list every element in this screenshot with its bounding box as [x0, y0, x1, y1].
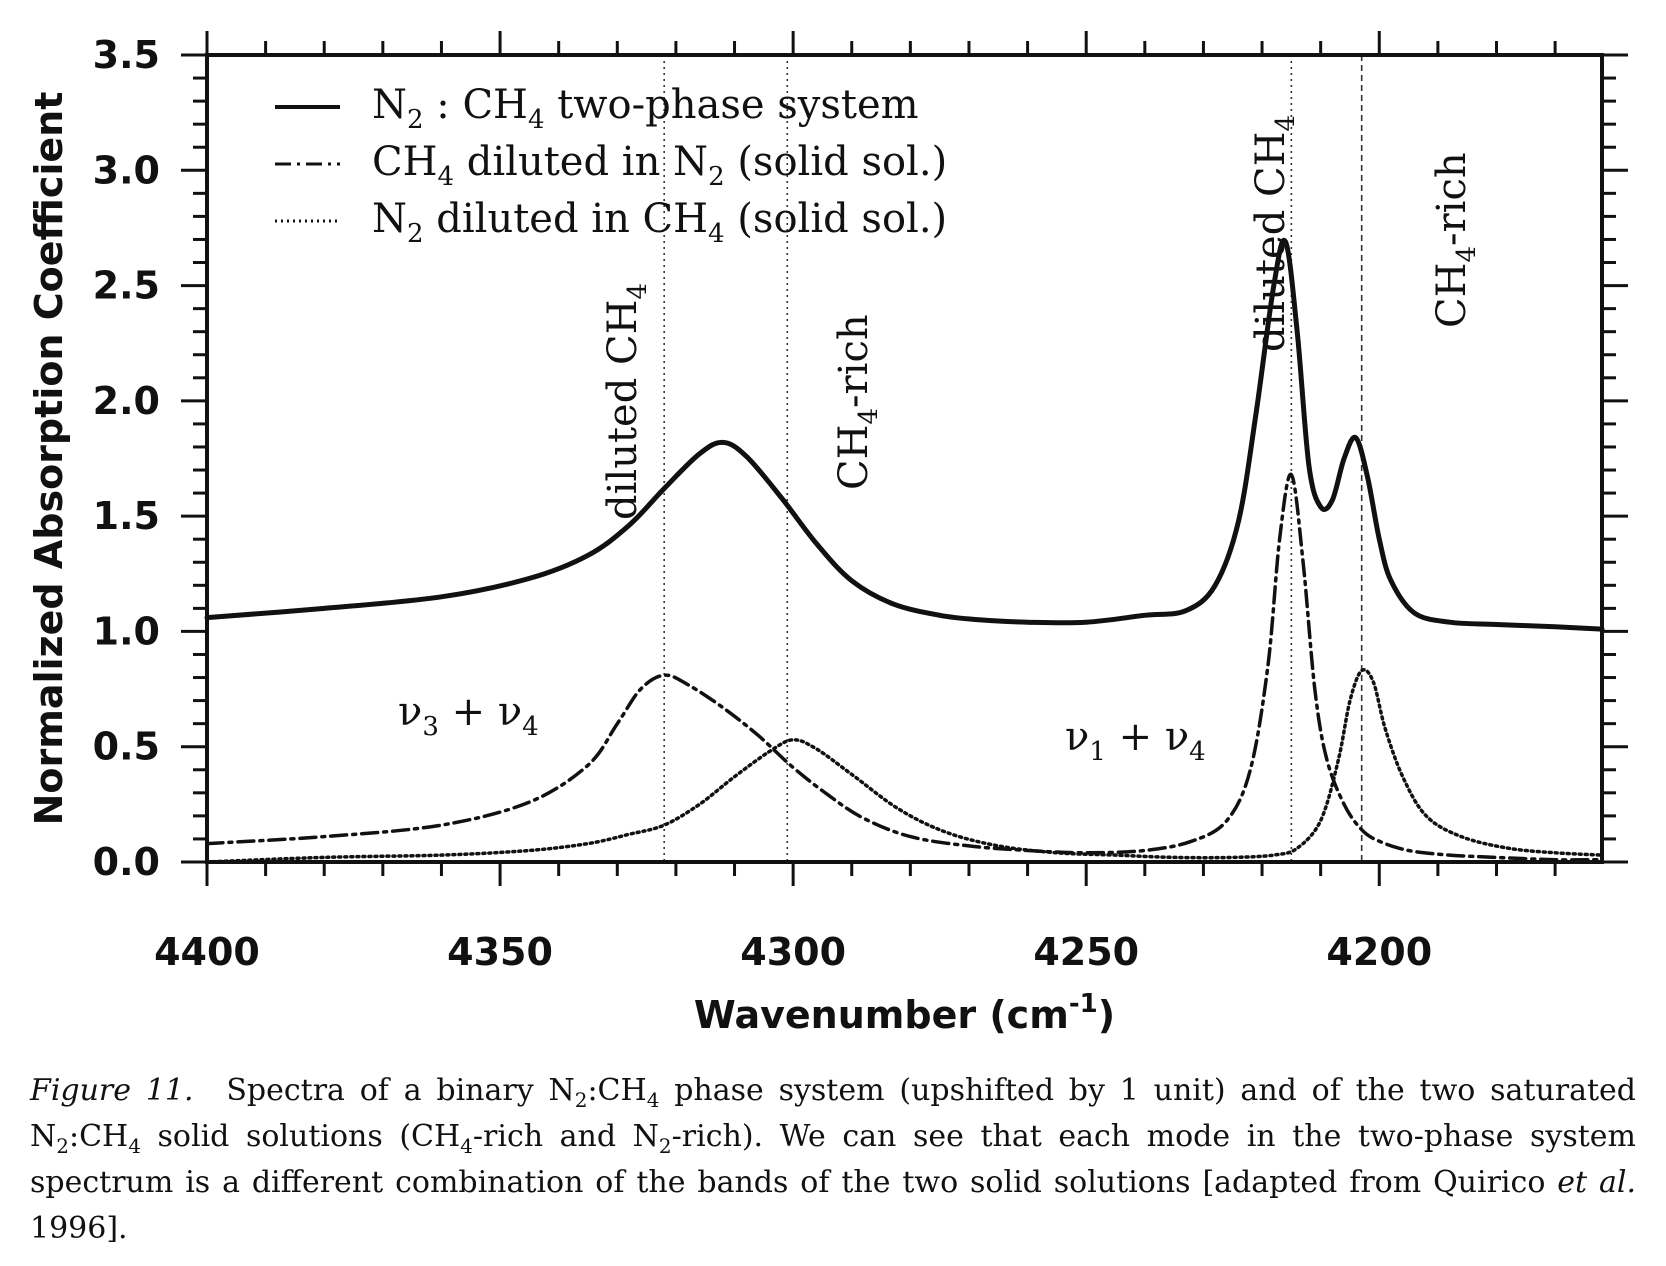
y-axis-title: Normalized Absorption Coefficient — [27, 92, 71, 826]
y-tick-label: 3.0 — [93, 148, 160, 192]
annotation-nu1-nu4: ν1 + ν4 — [1065, 714, 1206, 767]
caption-text: Spectra of a binary N — [226, 1073, 575, 1108]
legend-label-two-phase: N2 : CH4 two-phase system — [372, 82, 919, 135]
y-tick-label: 2.5 — [93, 264, 160, 308]
caption-text: phase system (upshifted by 1 unit) and o… — [30, 1073, 1637, 1154]
caption-sub: 4 — [128, 1134, 141, 1158]
caption-italic: et al. — [1557, 1165, 1636, 1200]
y-tick-label: 2.0 — [93, 379, 160, 423]
y-tick-label: 1.5 — [93, 494, 160, 538]
tick-labels: 4400 4350 4300 4250 4200 0.0 0.5 1.0 1.5 2.0 2.5 3.… — [93, 33, 1432, 974]
y-tick-label: 3.5 — [93, 33, 160, 77]
caption-text: :CH — [68, 1119, 129, 1154]
series-line-solid — [204, 237, 1605, 632]
x-tick-label: 4300 — [740, 930, 846, 974]
annotation-ch4-rich-left: CH4-rich — [831, 314, 884, 490]
x-tick-label: 4200 — [1326, 930, 1432, 974]
x-tick-label: 4400 — [154, 930, 260, 974]
plot-frame — [205, 53, 1604, 864]
series-line-dotted — [205, 668, 1604, 864]
caption-text: 1996]. — [30, 1211, 128, 1246]
legend: N2 : CH4 two-phase system CH4 diluted in… — [275, 82, 947, 249]
annotation-diluted-ch4-left: diluted CH4 — [600, 283, 653, 520]
annotation-nu3-nu4: ν3 + ν4 — [398, 689, 539, 742]
legend-label-n2-in-ch4: N2 diluted in CH4 (solid sol.) — [372, 196, 947, 249]
series-layer — [204, 237, 1605, 864]
caption-text: solid solutions (CH — [140, 1119, 461, 1154]
caption-sub: 4 — [460, 1134, 473, 1158]
y-tick-label: 0.0 — [93, 840, 160, 884]
x-tick-label: 4350 — [447, 930, 553, 974]
series-line-dash-dot — [205, 472, 1604, 862]
y-tick-label: 1.0 — [93, 609, 160, 653]
annotation-ch4-rich-right: CH4-rich — [1429, 152, 1482, 328]
caption-sub: 2 — [574, 1088, 588, 1112]
x-axis-title: Wavenumber (cm-1) — [694, 989, 1115, 1037]
y-tick-label: 0.5 — [93, 725, 160, 769]
legend-label-ch4-in-n2: CH4 diluted in N2 (solid sol.) — [372, 139, 947, 192]
caption-text: -rich and N — [472, 1119, 659, 1154]
x-tick-label: 4250 — [1033, 930, 1139, 974]
caption-sub: 2 — [56, 1134, 69, 1158]
caption-label: Figure 11. — [30, 1073, 194, 1108]
axis-ticks — [181, 31, 1628, 886]
caption-sub: 2 — [658, 1134, 672, 1158]
caption-text: -rich). We can see that each mode in the… — [30, 1119, 1636, 1200]
spectra-chart: 4400 4350 4300 4250 4200 0.0 0.5 1.0 1.5 2.0 2.5 3.… — [27, 31, 1628, 1037]
annotation-diluted-ch4-right: diluted CH4 — [1248, 115, 1301, 352]
figure-caption: Figure 11. Spectra of a binary N2:CH4 ph… — [30, 1068, 1636, 1252]
caption-sub: 4 — [646, 1088, 660, 1112]
caption-text: :CH — [587, 1073, 647, 1108]
